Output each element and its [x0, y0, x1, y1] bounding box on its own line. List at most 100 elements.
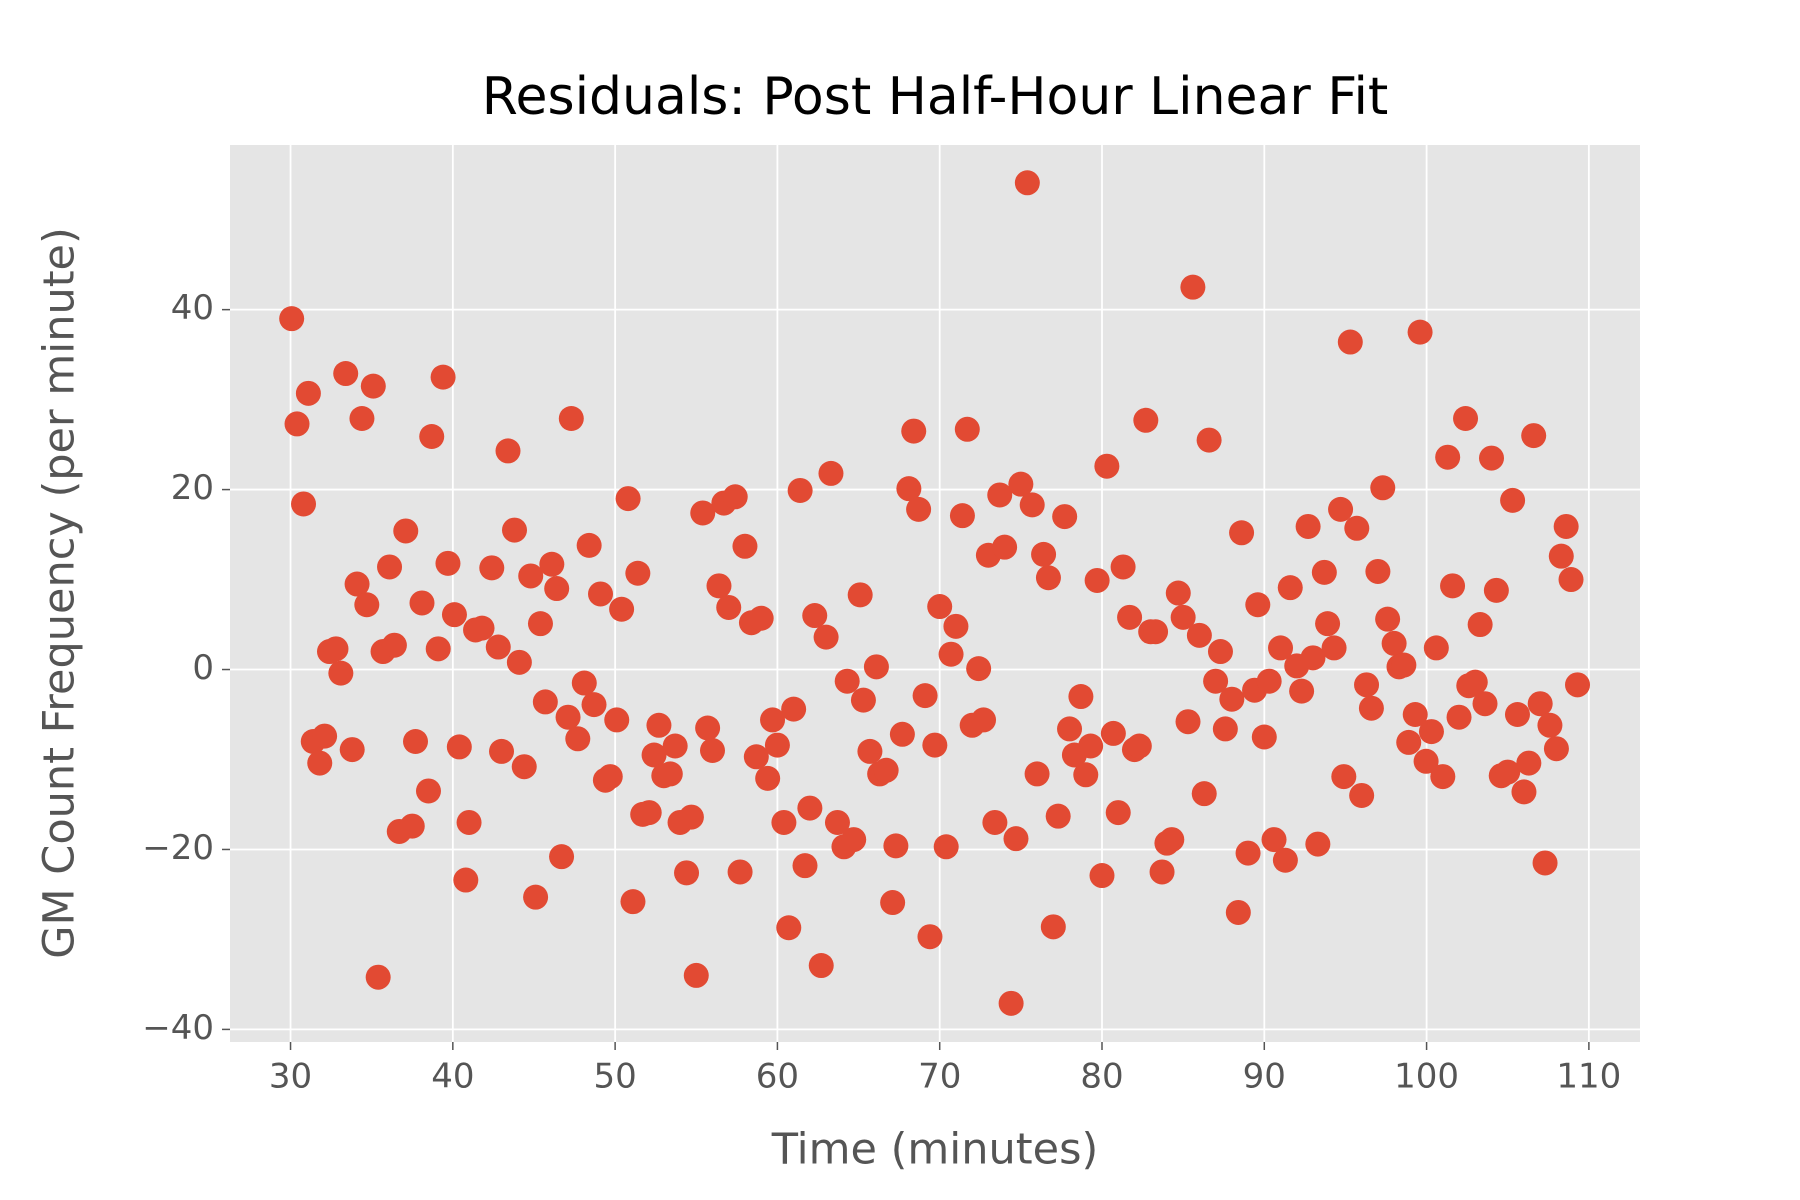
- point: [1391, 652, 1417, 678]
- point: [998, 990, 1024, 1016]
- point: [933, 834, 959, 860]
- point: [1305, 831, 1331, 857]
- point: [889, 721, 915, 747]
- point: [344, 571, 370, 597]
- point: [1311, 559, 1337, 585]
- point: [732, 533, 758, 559]
- point: [818, 460, 844, 486]
- x-tick-label: 80: [1080, 1057, 1123, 1097]
- point: [291, 491, 317, 517]
- point: [620, 889, 646, 915]
- point: [954, 416, 980, 442]
- point: [1203, 668, 1229, 694]
- point: [1272, 847, 1298, 873]
- point: [456, 809, 482, 835]
- point: [1261, 827, 1287, 853]
- point: [501, 517, 527, 543]
- point: [1024, 761, 1050, 787]
- point: [776, 915, 802, 941]
- point: [636, 800, 662, 826]
- point: [453, 867, 479, 893]
- point: [1235, 840, 1261, 866]
- point: [1105, 800, 1131, 826]
- point: [339, 737, 365, 763]
- point: [1328, 496, 1354, 522]
- point: [1277, 575, 1303, 601]
- point: [295, 380, 321, 406]
- x-tick-label: 40: [431, 1057, 474, 1097]
- point: [982, 809, 1008, 835]
- point: [485, 634, 511, 660]
- point: [949, 503, 975, 529]
- point: [802, 603, 828, 629]
- point: [1031, 541, 1057, 567]
- point: [381, 632, 407, 658]
- point: [716, 594, 742, 620]
- point: [307, 750, 333, 776]
- point: [571, 670, 597, 696]
- point: [857, 738, 883, 764]
- point: [409, 590, 435, 616]
- point: [558, 406, 584, 432]
- point: [1331, 764, 1357, 790]
- point: [1354, 672, 1380, 698]
- point: [1337, 329, 1363, 355]
- point: [813, 624, 839, 650]
- point: [1462, 669, 1488, 695]
- point: [1402, 702, 1428, 728]
- point: [1483, 577, 1509, 603]
- point: [333, 361, 359, 387]
- point: [1370, 475, 1396, 501]
- point: [615, 486, 641, 512]
- point: [1014, 170, 1040, 196]
- point: [1149, 859, 1175, 885]
- point: [743, 744, 769, 770]
- point: [1423, 635, 1449, 661]
- point: [1170, 604, 1196, 630]
- point: [1289, 678, 1315, 704]
- point: [527, 611, 553, 637]
- point: [706, 573, 732, 599]
- point: [1225, 899, 1251, 925]
- point: [938, 641, 964, 667]
- point: [646, 712, 672, 738]
- point: [377, 554, 403, 580]
- point: [722, 484, 748, 510]
- point: [943, 613, 969, 639]
- point: [764, 732, 790, 758]
- point: [1548, 543, 1574, 569]
- point: [1321, 635, 1347, 661]
- point: [824, 809, 850, 835]
- point: [727, 859, 753, 885]
- point: [1052, 504, 1078, 530]
- point: [419, 424, 445, 450]
- y-tick-label: 0: [192, 648, 214, 688]
- point: [1089, 863, 1115, 889]
- point: [625, 560, 651, 586]
- point: [284, 411, 310, 437]
- point: [1268, 635, 1294, 661]
- point: [1035, 565, 1061, 591]
- y-tick-label: 40: [171, 288, 214, 328]
- chart-title: Residuals: Post Half-Hour Linear Fit: [482, 67, 1389, 127]
- point: [1527, 691, 1553, 717]
- point: [873, 757, 899, 783]
- point: [1057, 716, 1083, 742]
- point: [539, 551, 565, 577]
- point: [1558, 567, 1584, 593]
- y-axis-label: GM Count Frequency (per minute): [35, 227, 85, 959]
- point: [1565, 672, 1591, 698]
- point: [479, 555, 505, 581]
- point: [1180, 274, 1206, 300]
- point: [683, 962, 709, 988]
- point: [518, 563, 544, 589]
- point: [323, 636, 349, 662]
- point: [506, 649, 532, 675]
- point: [1068, 684, 1094, 710]
- x-tick-label: 70: [918, 1057, 961, 1097]
- point: [1078, 733, 1104, 759]
- point: [1003, 826, 1029, 852]
- point: [609, 596, 635, 622]
- point: [549, 844, 575, 870]
